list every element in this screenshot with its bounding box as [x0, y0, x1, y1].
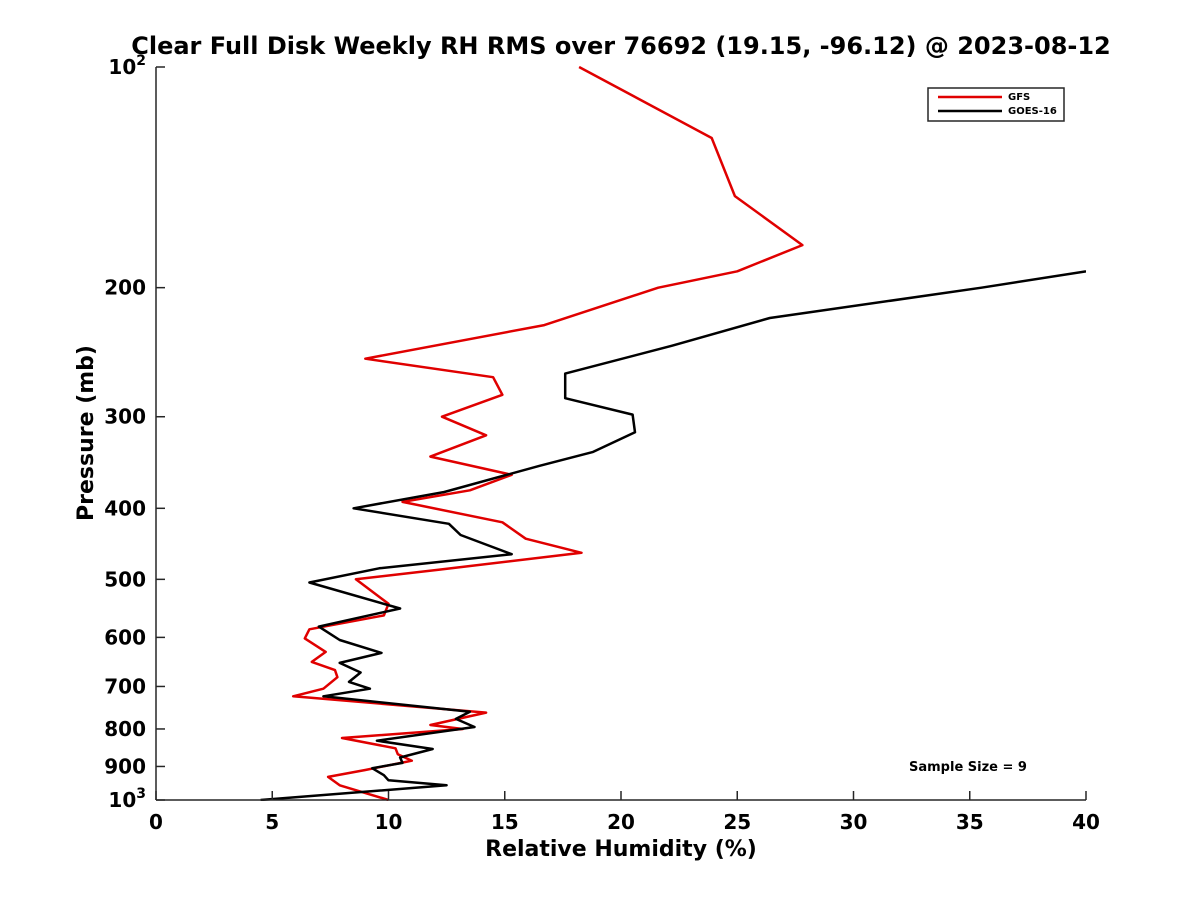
chart-title: Clear Full Disk Weekly RH RMS over 76692… [131, 32, 1111, 60]
x-tick-label: 20 [607, 810, 635, 834]
y-axis-label: Pressure (mb) [74, 345, 99, 521]
x-tick-label: 25 [723, 810, 751, 834]
legend-label-gfs: GFS [1008, 92, 1030, 103]
y-tick-label: 103 [108, 786, 146, 812]
series-line-goes16 [260, 270, 1086, 801]
y-tick-label: 900 [104, 754, 146, 778]
x-tick-label: 0 [149, 810, 163, 834]
x-tick-label: 40 [1072, 810, 1100, 834]
y-tick-label: 102 [108, 53, 146, 79]
y-tick-label: 800 [104, 717, 146, 741]
legend-label-goes16: GOES-16 [1008, 106, 1057, 117]
legend-box [927, 87, 1065, 122]
legend: GFS GOES-16 [927, 87, 1065, 122]
x-tick-label: 30 [840, 810, 868, 834]
x-tick-label: 5 [265, 810, 279, 834]
y-tick-label: 300 [104, 405, 146, 429]
y-tick-label: 700 [104, 674, 146, 698]
y-tick-label: 600 [104, 625, 146, 649]
x-axis-ticks: 0 5 10 15 20 25 30 35 40 [149, 791, 1100, 834]
plot-area-frame [156, 67, 1086, 800]
y-tick-label: 500 [104, 567, 146, 591]
x-axis-label: Relative Humidity (%) [485, 837, 757, 862]
x-tick-label: 10 [375, 810, 403, 834]
sample-size-annotation: Sample Size = 9 [909, 760, 1027, 775]
x-tick-label: 15 [491, 810, 519, 834]
y-tick-label: 400 [104, 496, 146, 520]
y-tick-label: 200 [104, 276, 146, 300]
series-layer [260, 66, 1086, 801]
x-tick-label: 35 [956, 810, 984, 834]
y-axis-ticks: 102 200 300 400 500 600 700 800 900 103 [104, 53, 165, 812]
series-line-gfs [291, 66, 804, 801]
